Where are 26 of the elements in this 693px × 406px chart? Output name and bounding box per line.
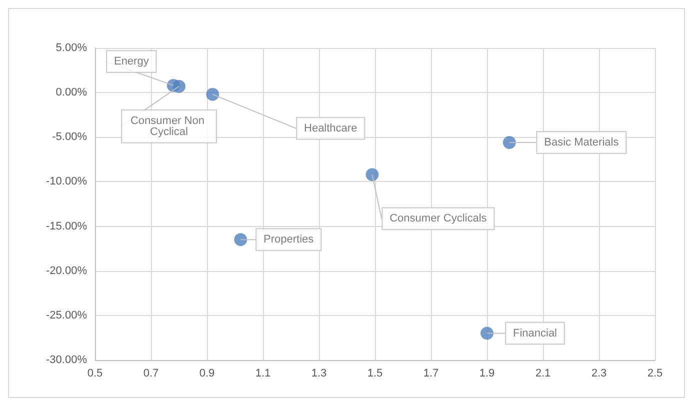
x-tick-label: 2.5	[647, 368, 663, 380]
x-tick-label: 1.5	[367, 368, 383, 380]
x-tick-label: 1.7	[423, 368, 439, 380]
annotation: Consumer Non Cyclical	[130, 114, 208, 138]
x-tick-label: 1.1	[255, 368, 271, 380]
x-tick-label: 1.3	[311, 368, 327, 380]
y-tick-label: -25.00%	[46, 309, 88, 322]
y-tick-label: -20.00%	[46, 264, 88, 277]
y-tick-label: -10.00%	[46, 176, 88, 188]
annotation: Healthcare	[304, 122, 358, 134]
x-tick-label: 0.5	[87, 368, 103, 380]
x-tick-label: 0.9	[199, 368, 215, 380]
y-tick-label: -15.00%	[46, 220, 88, 232]
x-tick-label: 0.7	[143, 368, 159, 380]
annotation: Energy	[114, 55, 150, 68]
y-tick-label: 5.00%	[56, 42, 88, 54]
x-tick-label: 1.9	[479, 368, 495, 380]
y-tick-label: -30.00%	[46, 354, 88, 366]
annotation: Basic Materials	[544, 136, 620, 148]
annotation: Consumer Cyclicals	[390, 212, 488, 225]
x-tick-label: 2.1	[535, 368, 551, 380]
y-tick-label: -5.00%	[52, 131, 88, 144]
x-tick-label: 2.3	[591, 368, 607, 380]
y-tick-label: 0.00%	[56, 86, 88, 99]
annotation: Properties	[264, 234, 314, 246]
annotation: Financial	[512, 327, 558, 340]
